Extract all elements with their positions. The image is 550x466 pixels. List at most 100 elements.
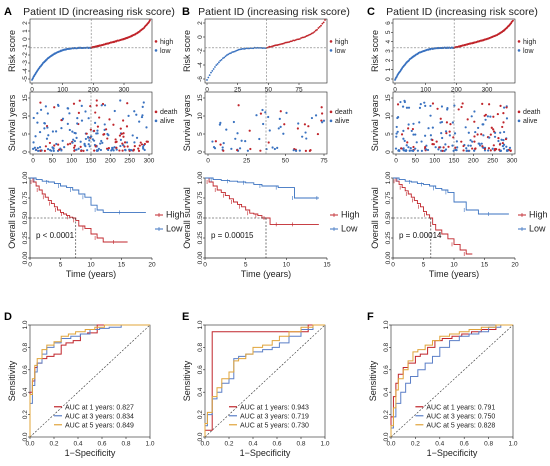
x-tick-label: 0.8	[484, 441, 493, 448]
survival-point-death	[73, 149, 76, 152]
roc-diagonal-reference	[204, 324, 326, 438]
survival-point-alive	[86, 149, 89, 152]
survival-point-alive	[100, 139, 103, 143]
km-curve-high	[205, 177, 319, 225]
survival-point-alive	[499, 149, 502, 152]
survival-point-alive	[97, 147, 101, 150]
survival-point-alive	[418, 106, 422, 109]
survival-point-alive	[115, 148, 118, 151]
x-tick-label: 0.0	[200, 441, 209, 448]
survival-point-alive	[101, 141, 104, 144]
y-tick-label: 15	[385, 94, 392, 102]
risk-point-low	[231, 51, 234, 53]
survival-point-death	[121, 142, 124, 145]
risk-point-high	[321, 22, 324, 25]
risk-point-high	[512, 19, 514, 22]
survival-point-death	[66, 143, 69, 146]
y-tick-label: 1.0	[22, 320, 29, 329]
survival-point-alive	[99, 142, 102, 145]
survival-point-alive	[305, 137, 308, 140]
y-tick-label: 0.75	[197, 191, 204, 204]
risk-point-high	[313, 30, 316, 33]
survival-point-alive	[99, 148, 103, 152]
survival-point-death	[488, 103, 491, 106]
survival-point-alive	[47, 134, 50, 137]
survival-point-alive	[84, 110, 87, 113]
x-tick-label: 5	[244, 262, 248, 269]
survival-point-death	[466, 118, 469, 121]
survival-point-death	[58, 148, 61, 151]
y-tick-label: 0.4	[383, 387, 390, 396]
survival-point-alive	[429, 134, 432, 137]
survival-point-alive	[426, 148, 430, 152]
roc-curve-5-years	[29, 324, 150, 437]
roc-plot-frame	[29, 324, 151, 438]
y-tick-label: 10	[197, 112, 204, 120]
roc-plot-frame	[390, 324, 514, 438]
y-tick-label: 0.75	[22, 191, 29, 204]
survival-point-death	[126, 102, 129, 105]
survival-point-alive	[469, 144, 472, 147]
survival-point-alive	[467, 144, 470, 147]
survival-point-alive	[292, 149, 295, 152]
survival-point-alive	[32, 141, 35, 144]
survival-point-alive	[76, 117, 79, 120]
survival-point-alive	[452, 149, 455, 152]
risk-point-high	[309, 33, 312, 36]
survival-point-alive	[145, 126, 148, 129]
survival-point-death	[249, 147, 252, 151]
survival-point-death	[321, 112, 324, 115]
survival-point-alive	[55, 130, 58, 133]
survival-point-alive	[46, 147, 50, 151]
survival-point-alive	[100, 104, 103, 107]
roc-plot-frame	[204, 324, 326, 438]
roc-legend-label: AUC at 3 years: 0.750	[426, 413, 495, 420]
legend-alive-marker	[329, 119, 333, 123]
roc-legend-label: AUC at 5 years: 0.730	[240, 422, 309, 429]
risk-point-high	[304, 35, 307, 38]
survival-point-death	[493, 147, 497, 151]
km-plot-A: 0 5 10 15 20 0.00 0.25 0.50 0.75 1.00 Overall surv…	[7, 171, 185, 279]
panel-label-C: C	[367, 6, 375, 18]
x-tick-label: 0	[28, 262, 32, 269]
y-tick-label: 0.00	[197, 251, 204, 264]
survival-point-alive	[96, 129, 99, 132]
survival-point-death	[457, 108, 460, 111]
y-tick-label: -4	[197, 62, 204, 68]
survival-point-alive	[425, 144, 428, 147]
y-tick-label: 2	[197, 21, 204, 25]
roc-plot-D: 0.0 0.2 0.4 0.6 0.8 1.0 0.0 0.2 0.4 0.6 0.8 1.0 Sens…	[7, 320, 155, 458]
x-tick-label: 100	[57, 87, 68, 94]
survival-point-alive	[276, 146, 279, 149]
survival-point-alive	[63, 146, 66, 149]
risk-point-high	[306, 34, 309, 37]
y-tick-label: 0.8	[197, 343, 204, 352]
survival-point-death	[462, 144, 465, 148]
x-tick-label: 0	[31, 158, 35, 165]
roc-diagonal-reference	[390, 324, 514, 438]
survival-point-alive	[409, 147, 412, 150]
survival-point-alive	[443, 149, 446, 152]
y-tick-label: 3	[385, 49, 392, 53]
risk-point-low	[208, 74, 211, 76]
survival-point-alive	[395, 125, 398, 129]
legend-high-label: high	[335, 39, 348, 46]
survival-point-alive	[73, 139, 76, 143]
survival-point-death	[502, 121, 505, 124]
y-tick-label: 4	[385, 39, 392, 43]
survival-point-alive	[441, 136, 444, 140]
survival-point-alive	[88, 145, 91, 148]
survival-point-alive	[502, 130, 506, 134]
survival-point-death	[44, 145, 47, 148]
x-tick-label: 100	[66, 158, 77, 165]
roc-plot-E: 0.0 0.2 0.4 0.6 0.8 1.0 0.0 0.2 0.4 0.6 0.8 1.0 Sens…	[182, 320, 330, 458]
survival-point-death	[489, 149, 492, 152]
survival-point-alive	[439, 121, 442, 124]
survival-point-alive	[484, 118, 487, 121]
survival-point-alive	[107, 134, 110, 137]
survival-point-alive	[508, 146, 512, 149]
survival-point-death	[107, 147, 110, 150]
survival-point-alive	[142, 101, 145, 104]
y-tick-label: 5	[22, 132, 29, 136]
survival-point-death	[60, 119, 63, 122]
